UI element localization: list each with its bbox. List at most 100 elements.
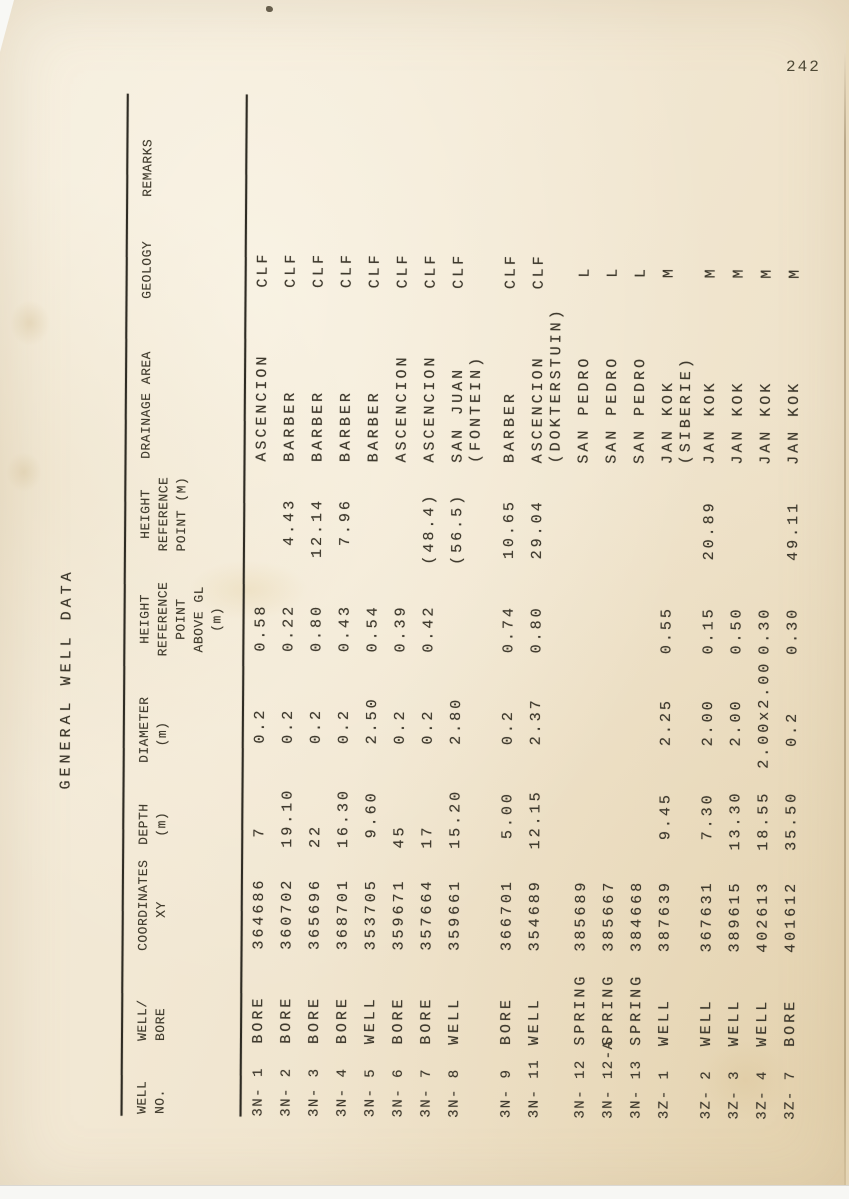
cell-height-above-gl: 0.39	[392, 604, 410, 653]
cell-height-above-gl: 0.74	[500, 605, 518, 654]
header-coordinates: COORDINATES XY	[135, 859, 169, 952]
cell-depth: 13.30	[727, 790, 745, 851]
cell-well-no: 3N- 6	[390, 1067, 407, 1118]
cell-height-above-gl: 0.55	[658, 606, 676, 655]
cell-height-ref-point	[365, 462, 366, 564]
cell-drainage-area: ASCENCION	[253, 353, 272, 462]
cell-geology: L	[604, 265, 622, 290]
cell-coordinates: 354689	[526, 879, 544, 952]
cell-drainage-area: JAN KOK (SIBERIE)	[659, 356, 696, 465]
cell-depth: 19.10	[279, 787, 297, 848]
cell-depth: 22	[307, 787, 325, 849]
paper-stain	[6, 452, 42, 492]
cell-drainage-area: SAN JUAN (FONTEIN)	[449, 354, 486, 463]
cell-diameter: 2.00x2.00	[755, 660, 774, 769]
cell-depth	[573, 768, 574, 850]
cell-depth: 5.00	[499, 791, 517, 840]
cell-diameter: 2.37	[527, 697, 546, 746]
cell-coordinates: 368701	[334, 878, 352, 951]
cell-height-above-gl	[630, 566, 631, 674]
cell-remarks	[531, 100, 532, 201]
cell-geology: L	[632, 265, 650, 290]
table-row: 3Z- 1 WELL 387639 9.45 2.25 0.55 JAN KOK…	[656, 97, 698, 1119]
cell-geology: CLF	[310, 251, 328, 289]
cell-geology: M	[758, 266, 776, 291]
cell-well-bore-type: WELL	[525, 997, 544, 1046]
header-well-bore: WELL/ BORE	[134, 999, 169, 1042]
cell-drainage-area: BARBER	[309, 389, 327, 463]
cell-height-ref-point: 29.04	[528, 499, 547, 560]
cell-height-above-gl: 0.42	[420, 604, 438, 653]
page-edge-line	[844, 52, 846, 1186]
cell-height-above-gl: 0.54	[364, 604, 382, 653]
cell-remarks	[759, 102, 760, 203]
paper-stain	[10, 300, 50, 346]
cell-remarks	[661, 101, 662, 202]
cell-well-no: 3N- 5	[362, 1067, 379, 1118]
cell-well-no: 3Z- 4	[754, 1070, 771, 1120]
cell-well-no: 3Z- 2	[698, 1069, 715, 1120]
cell-well-bore-type: WELL	[361, 996, 380, 1045]
cell-coordinates: 402613	[754, 880, 772, 953]
ink-speck	[266, 6, 273, 12]
cell-well-no: 3N- 3	[306, 1067, 323, 1117]
cell-depth: 12.15	[527, 789, 545, 850]
cell-well-no: 3N- 13	[628, 1059, 645, 1119]
cell-well-no: 3N- 9	[498, 1068, 515, 1119]
cell-diameter	[602, 674, 603, 768]
cell-well-no: 3Z- 1	[656, 1069, 673, 1120]
cell-drainage-area: BARBER	[365, 390, 383, 463]
cell-height-ref-point: 10.65	[500, 499, 519, 560]
cell-diameter	[630, 674, 631, 768]
cell-well-no: 3N- 2	[278, 1067, 295, 1117]
header-drainage-area: DRAINAGE AREA	[138, 350, 155, 459]
cell-diameter: 0.2	[279, 695, 298, 744]
cell-well-bore-type: BORE	[497, 997, 516, 1046]
cell-coordinates: 367631	[698, 880, 716, 953]
cell-height-ref-point	[575, 464, 576, 566]
table-header-row: WELL NO. WELL/ BORE COORDINATES XY DEPTH…	[123, 94, 246, 1117]
cell-well-bore-type: WELL	[655, 998, 674, 1047]
cell-height-above-gl: 0.58	[252, 603, 270, 652]
cell-geology: CLF	[254, 251, 272, 288]
header-depth: DEPTH (m)	[136, 803, 170, 846]
cell-remarks	[451, 100, 452, 201]
cell-diameter: 0.2	[251, 695, 270, 744]
cell-height-ref-point	[757, 465, 758, 567]
cell-geology: CLF	[394, 252, 412, 289]
cell-well-bore-type: WELL	[445, 996, 464, 1045]
cell-diameter: 2.00	[727, 698, 746, 747]
cell-well-no: 3N- 12-A	[600, 1039, 617, 1119]
cell-height-above-gl: 0.50	[728, 606, 746, 655]
cell-coordinates: 360702	[278, 877, 296, 950]
cell-height-above-gl	[574, 566, 575, 674]
cell-drainage-area: BARBER	[501, 391, 519, 464]
table-body: 3N- 1 BORE 364686 7 0.2 0.58 ASCENCION C…	[242, 95, 816, 1120]
cell-drainage-area: JAN KOK	[785, 380, 804, 465]
cell-well-bore-type: WELL	[753, 998, 772, 1047]
cell-well-bore-type: WELL	[697, 998, 716, 1047]
cell-height-above-gl: 0.15	[700, 606, 718, 655]
cell-geology: L	[576, 265, 594, 290]
cell-diameter: 2.50	[363, 696, 382, 745]
cell-well-bore-type: SPRING	[571, 973, 590, 1046]
cell-coordinates: 365696	[306, 877, 324, 951]
cell-remarks	[633, 101, 634, 202]
cell-height-ref-point	[631, 464, 632, 566]
cell-well-bore-type: BORE	[277, 995, 296, 1044]
cell-coordinates: 364686	[250, 877, 268, 950]
cell-remarks	[283, 99, 284, 200]
cell-height-ref-point	[603, 464, 604, 566]
cell-height-above-gl	[448, 565, 449, 673]
cell-remarks	[731, 101, 732, 202]
cell-height-above-gl: 0.22	[280, 603, 298, 652]
cell-drainage-area: JAN KOK	[729, 380, 748, 465]
header-height-ref-point: HEIGHT REFERENCE POINT (M)	[138, 476, 190, 552]
cell-diameter: 2.25	[657, 698, 676, 747]
cell-depth	[601, 768, 602, 850]
cell-height-ref-point	[729, 464, 730, 566]
cell-well-no: 3N- 8	[446, 1068, 463, 1118]
cell-remarks	[423, 100, 424, 201]
